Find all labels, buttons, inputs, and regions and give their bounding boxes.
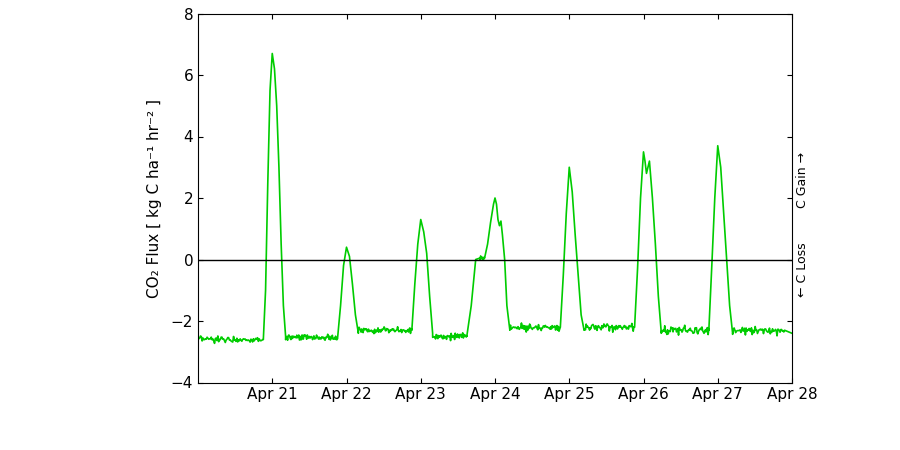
Text: C Gain →: C Gain → <box>796 152 809 208</box>
Y-axis label: CO₂ Flux [ kg C ha⁻¹ hr⁻² ]: CO₂ Flux [ kg C ha⁻¹ hr⁻² ] <box>148 99 162 297</box>
Text: ← C Loss: ← C Loss <box>796 243 809 297</box>
